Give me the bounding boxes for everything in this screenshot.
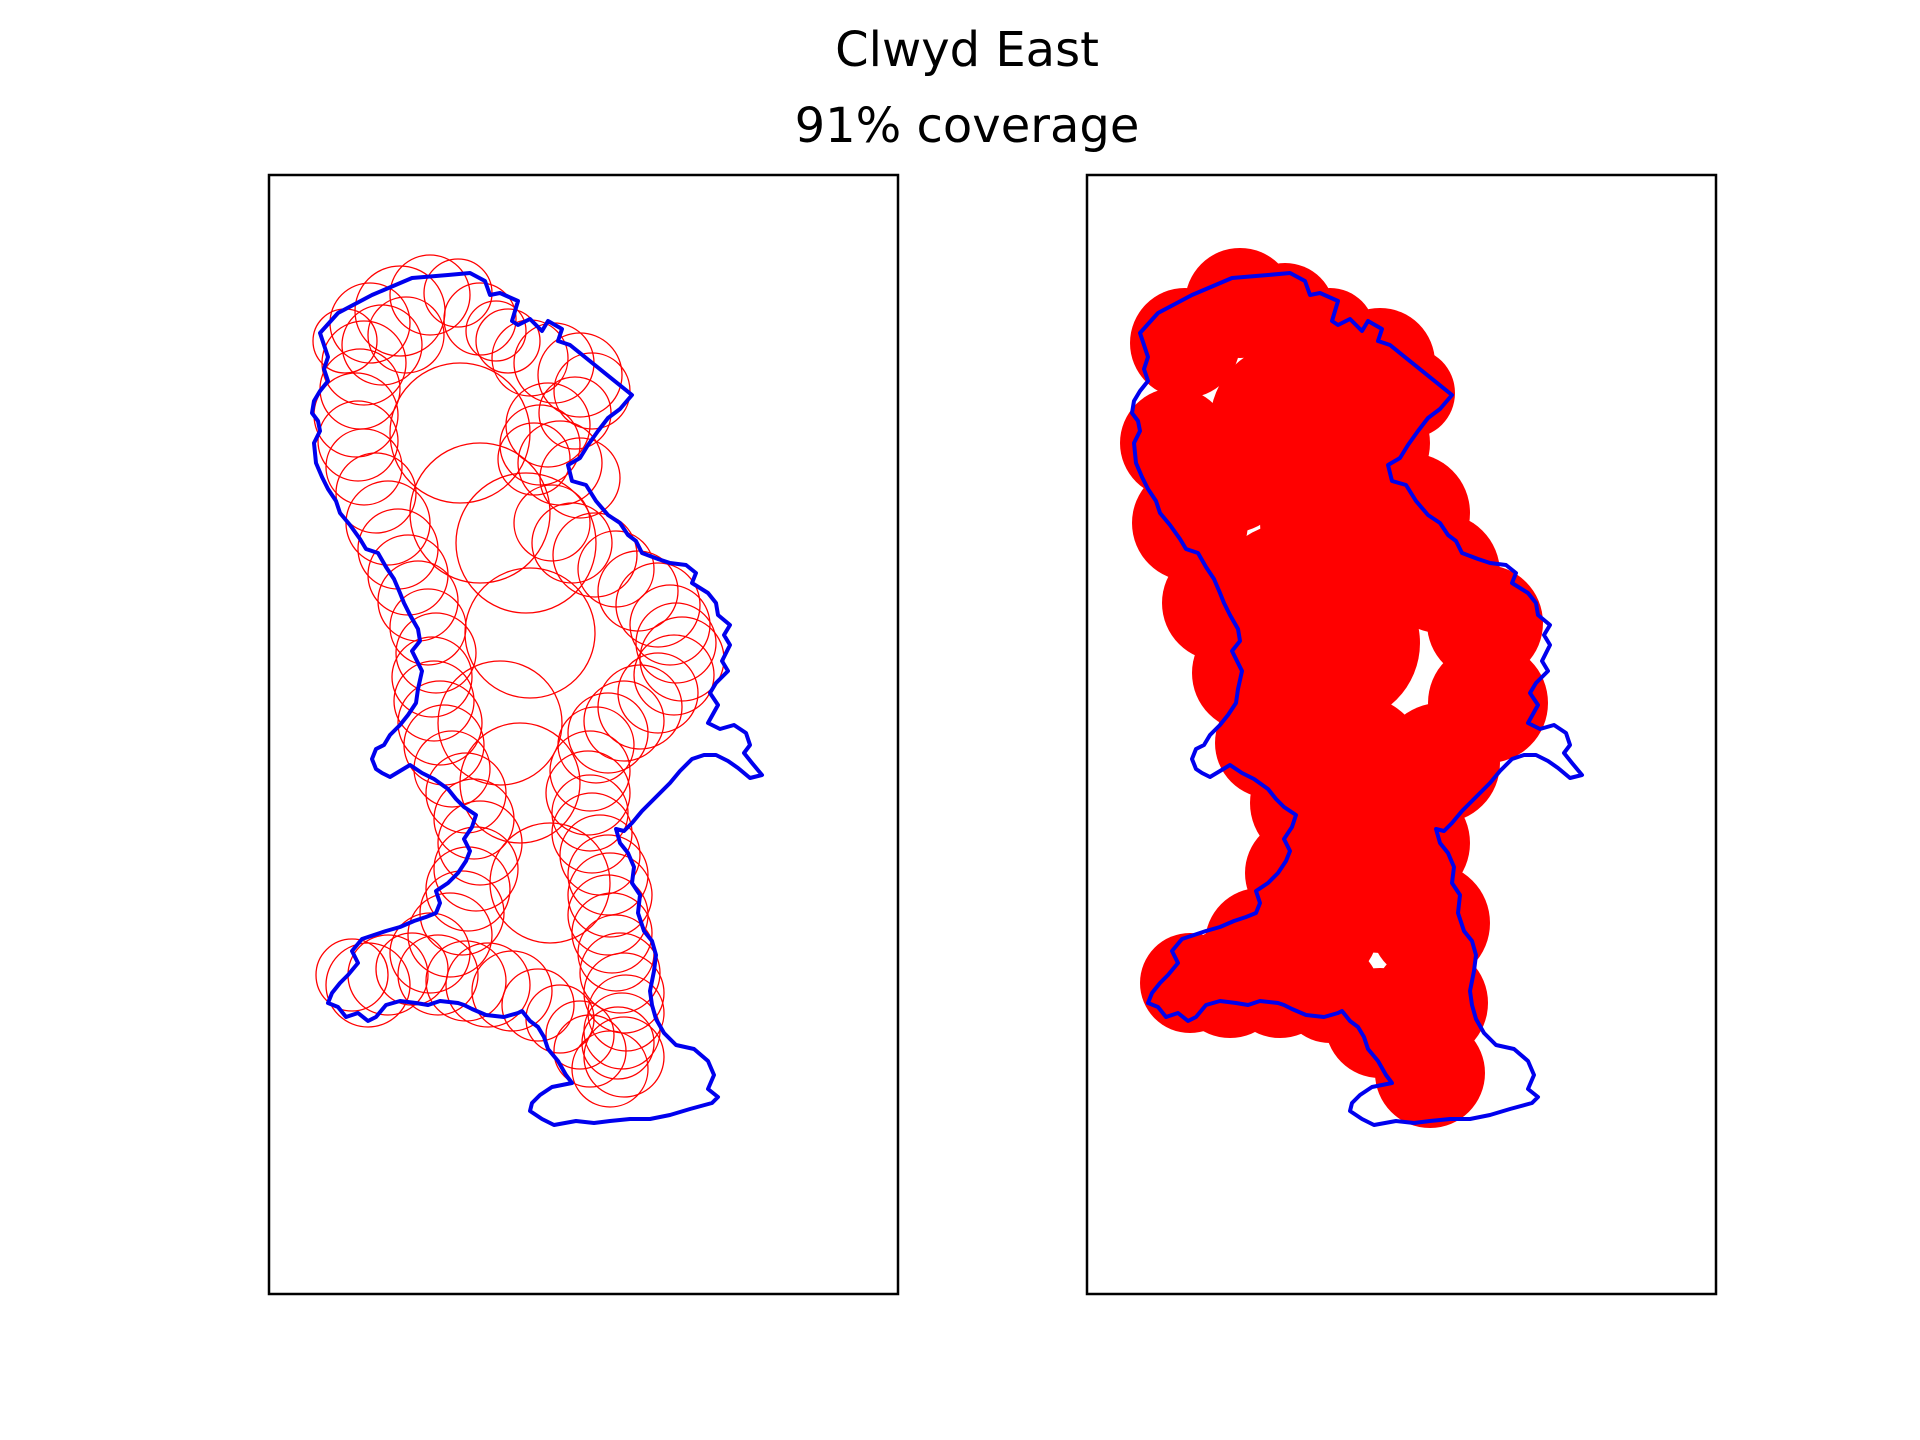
coverage-circle (629, 584, 711, 666)
coverage-circle (367, 296, 445, 374)
coverage-circle (538, 376, 612, 450)
coverage-circle (553, 1014, 627, 1088)
coverage-circle (391, 636, 473, 718)
coverage-circle (489, 822, 611, 944)
coverage-circle (537, 332, 623, 418)
constituency-boundary-layer (1130, 271, 1584, 1127)
coverage-circle (389, 912, 471, 994)
map-panel-circle-outlines (310, 254, 764, 1127)
coverage-circle (407, 892, 493, 978)
coverage-circle (633, 634, 715, 716)
panel-frame-right (1085, 173, 1718, 1296)
coverage-circle (567, 834, 649, 916)
coverage-circle (635, 602, 717, 684)
coverage-circle (389, 254, 471, 336)
figure-title: Clwyd East (835, 22, 1099, 78)
coverage-circle (1170, 413, 1290, 533)
coverage-circle (397, 934, 479, 1016)
coverage-circle (389, 588, 467, 666)
coverage-circle (583, 680, 665, 762)
coverage-circle (317, 400, 399, 482)
coverage-circle (579, 932, 661, 1014)
coverage-circle (513, 484, 591, 562)
coverage-circle (321, 320, 407, 406)
coverage-circle (419, 870, 505, 956)
coverage-circle (433, 826, 519, 912)
constituency-boundary (1130, 271, 1584, 1127)
panel-frame-left (267, 173, 900, 1296)
coverage-circle (397, 680, 483, 766)
coverage-circle (395, 612, 477, 694)
coverage-circle (455, 472, 597, 614)
coverage-circle (617, 652, 699, 734)
coverage-circle (445, 942, 531, 1028)
coverage-circle (475, 308, 541, 374)
constituency-boundary-layer (310, 271, 764, 1127)
coverage-circle (567, 852, 653, 938)
coverage-circle (583, 1016, 665, 1098)
coverage-circle (545, 1000, 615, 1070)
coverage-circle (465, 300, 527, 362)
figure-subtitle: 91% coverage (795, 98, 1140, 154)
coverage-circle (551, 792, 633, 874)
coverage-circle (425, 940, 507, 1022)
coverage-circle (389, 362, 531, 504)
coverage-circle (1240, 853, 1380, 993)
coverage-circle (549, 730, 631, 812)
coverage-circle (375, 932, 449, 1006)
coverage-circle (571, 1030, 649, 1108)
coverage-circles-filled (1120, 248, 1548, 1128)
coverage-circle (501, 968, 575, 1042)
coverage-circle (393, 660, 475, 742)
coverage-circle (571, 892, 653, 974)
coverage-circle (443, 282, 517, 356)
coverage-circle (539, 437, 621, 519)
coverage-circle (437, 660, 563, 786)
map-panel-circle-fill (1120, 248, 1584, 1128)
coverage-circle (551, 774, 629, 852)
coverage-circle (497, 422, 571, 496)
coverage-circle (567, 692, 649, 774)
coverage-circle (459, 722, 581, 844)
coverage-circle (464, 567, 596, 699)
coverage-circle (1210, 523, 1370, 683)
coverage-circle (1270, 693, 1430, 853)
constituency-boundary (310, 271, 764, 1127)
coverage-circle (315, 938, 389, 1012)
coverage-circle (615, 562, 701, 648)
coverage-circle (409, 442, 551, 584)
coverage-circle (552, 512, 638, 598)
coverage-circle (545, 750, 631, 836)
